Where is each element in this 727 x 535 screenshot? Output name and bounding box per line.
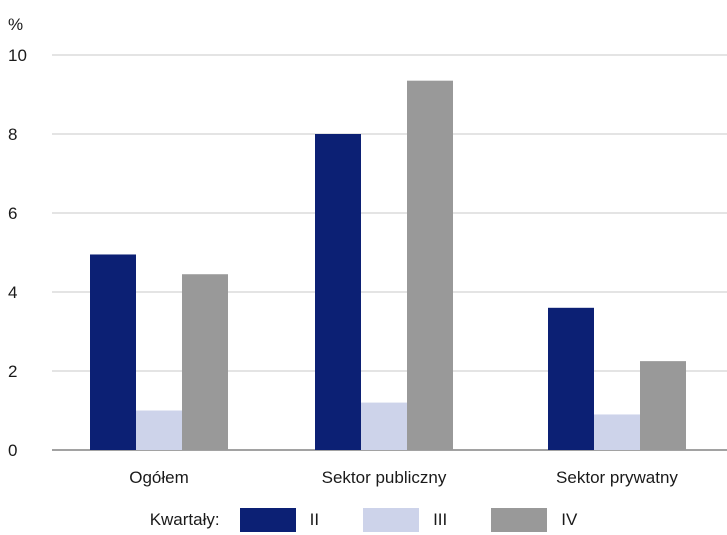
bar-2-0 bbox=[548, 307, 594, 450]
legend-swatch-ii bbox=[239, 508, 296, 532]
bar-0-0 bbox=[90, 254, 136, 450]
legend-label-iii: III bbox=[433, 510, 448, 529]
legend-title: Kwartały: bbox=[149, 510, 220, 529]
x-tick-labels: Ogółem Sektor publiczny Sektor prywatny bbox=[129, 468, 678, 487]
legend: Kwartały: II III IV bbox=[0, 507, 727, 533]
bar-0-2 bbox=[182, 274, 228, 450]
bars bbox=[90, 80, 686, 451]
legend-item-iv: IV bbox=[491, 508, 577, 532]
bar-2-2 bbox=[640, 361, 686, 450]
bar-2-1 bbox=[594, 414, 640, 450]
chart-svg: % 0 2 4 6 8 10 Ogółem Sektor publiczny Sektor p… bbox=[8, 15, 727, 487]
x-tick-label-1: Sektor publiczny bbox=[322, 468, 447, 487]
x-tick-label-2: Sektor prywatny bbox=[556, 468, 678, 487]
legend-item-iii: III bbox=[363, 508, 447, 532]
y-tick-label-8: 8 bbox=[8, 125, 17, 144]
y-tick-labels: 0 2 4 6 8 10 bbox=[8, 46, 27, 460]
legend-swatch-iv bbox=[491, 508, 548, 532]
y-tick-label-10: 10 bbox=[8, 46, 27, 65]
y-tick-label-2: 2 bbox=[8, 362, 17, 381]
gridlines bbox=[52, 54, 727, 451]
y-tick-label-4: 4 bbox=[8, 283, 17, 302]
bar-1-1 bbox=[361, 402, 407, 450]
legend-label-ii: II bbox=[309, 510, 320, 529]
y-tick-label-6: 6 bbox=[8, 204, 17, 223]
y-tick-label-0: 0 bbox=[8, 441, 17, 460]
legend-swatch-iii bbox=[363, 508, 420, 532]
bar-1-2 bbox=[407, 80, 453, 451]
legend-label-iv: IV bbox=[561, 510, 578, 529]
legend-item-ii: II bbox=[239, 508, 320, 532]
y-unit-label: % bbox=[8, 15, 23, 34]
x-tick-label-0: Ogółem bbox=[129, 468, 189, 487]
bar-0-1 bbox=[136, 410, 182, 450]
bar-1-0 bbox=[315, 134, 361, 450]
